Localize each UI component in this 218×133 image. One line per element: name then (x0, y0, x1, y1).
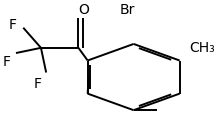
Text: CH₃: CH₃ (189, 41, 215, 55)
Text: F: F (34, 77, 42, 91)
Text: F: F (9, 18, 17, 32)
Text: Br: Br (120, 3, 135, 17)
Text: O: O (78, 3, 89, 17)
Text: F: F (3, 55, 11, 69)
